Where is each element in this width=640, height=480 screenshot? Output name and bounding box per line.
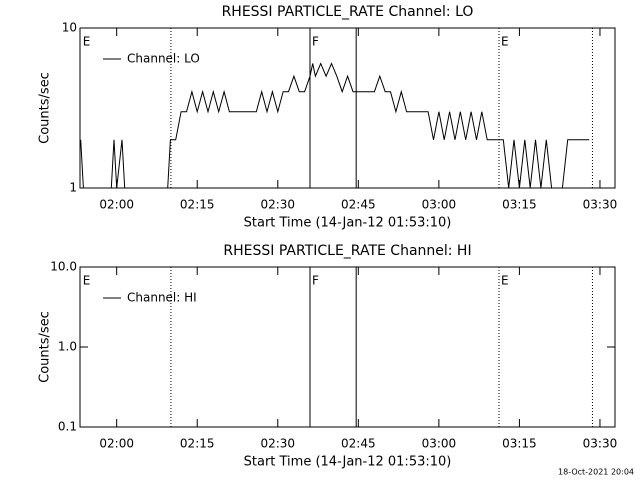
legend-label: Channel: HI	[127, 291, 197, 305]
x-tick-label: 02:30	[260, 437, 295, 451]
x-tick-label: 03:00	[422, 198, 457, 212]
x-tick-label: 03:30	[583, 437, 618, 451]
y-tick-label: 1	[69, 181, 77, 195]
event-label: F	[312, 35, 319, 49]
x-tick-label: 03:15	[502, 198, 537, 212]
event-label: E	[83, 274, 91, 288]
x-tick-label: 02:30	[260, 198, 295, 212]
plot-frame	[79, 27, 616, 189]
y-axis-label: Counts/sec	[38, 72, 53, 144]
event-label: E	[83, 35, 91, 49]
x-tick-label: 02:00	[99, 437, 134, 451]
y-tick-label: 1.0	[58, 340, 77, 354]
x-tick-label: 02:45	[341, 437, 376, 451]
y-axis-label: Counts/sec	[38, 311, 53, 383]
x-tick-label: 02:45	[341, 198, 376, 212]
x-tick-label: 03:15	[502, 437, 537, 451]
x-tick-label: 02:15	[180, 437, 215, 451]
x-tick-label: 03:00	[422, 437, 457, 451]
y-tick-label: 0.1	[58, 420, 77, 434]
x-tick-label: 03:30	[583, 198, 618, 212]
data-line	[80, 62, 590, 189]
y-tick-label: 10.0	[50, 260, 77, 274]
chart-title: RHESSI PARTICLE_RATE Channel: HI	[223, 243, 471, 259]
event-label: E	[501, 274, 509, 288]
chart-title: RHESSI PARTICLE_RATE Channel: LO	[222, 4, 474, 20]
timestamp: 18-Oct-2021 20:04	[558, 468, 634, 477]
event-label: E	[501, 35, 509, 49]
x-axis-label: Start Time (14-Jan-12 01:53:10)	[244, 216, 452, 231]
event-label: F	[312, 274, 319, 288]
x-axis-label: Start Time (14-Jan-12 01:53:10)	[244, 455, 452, 470]
y-tick-label: 10	[62, 21, 77, 35]
legend-label: Channel: LO	[127, 52, 200, 66]
x-tick-label: 02:00	[99, 198, 134, 212]
x-tick-label: 02:15	[180, 198, 215, 212]
